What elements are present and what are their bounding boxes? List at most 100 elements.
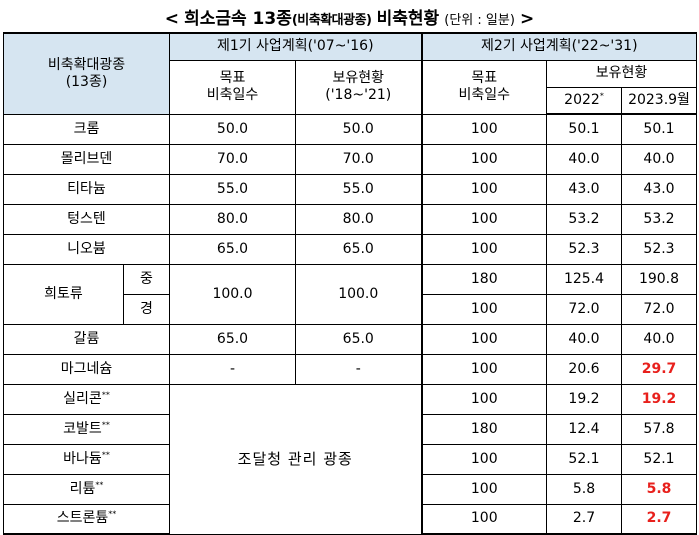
target2-value: 100 — [420, 203, 547, 235]
holding1-value: - — [295, 353, 422, 385]
target1-value: 80.0 — [169, 203, 296, 235]
mineral-name: 희토류 — [3, 263, 124, 325]
holding1-value: 100.0 — [295, 263, 422, 325]
y2022-value: 53.2 — [546, 203, 622, 235]
target2-value: 100 — [420, 473, 547, 505]
header-category: 비축확대광종 (13종) — [3, 32, 170, 115]
header-phase1: 제1기 사업계획('07~'16) — [169, 32, 422, 61]
header-holding1: 보유현황 ('18~'21) — [295, 59, 422, 115]
target2-value: 180 — [420, 413, 547, 445]
target2-value: 100 — [420, 323, 547, 355]
holding1-value: 70.0 — [295, 143, 422, 175]
y2023-value: 43.0 — [620, 173, 698, 205]
table-row: 니오븀 65.0 65.0 100 52.3 52.3 — [3, 233, 698, 265]
mineral-name: 크롬 — [3, 113, 170, 145]
stockpile-table: 비축확대광종 (13종) 제1기 사업계획('07~'16) 제2기 사업계획(… — [3, 32, 698, 535]
target1-value: 50.0 — [169, 113, 296, 145]
mineral-name: 실리콘** — [3, 383, 170, 415]
y2022-value: 52.1 — [546, 443, 622, 475]
table-row: 리튬** 100 5.8 5.8 — [3, 473, 698, 505]
table-row: 바나듐** 100 52.1 52.1 — [3, 443, 698, 475]
header-phase2: 제2기 사업계획('22~'31) — [420, 32, 698, 61]
y2023-value: 40.0 — [620, 143, 698, 175]
y2022-value: 50.1 — [546, 113, 622, 145]
holding1-value: 65.0 — [295, 233, 422, 265]
y2023-value: 52.3 — [620, 233, 698, 265]
mineral-name: 스트론튬** — [3, 503, 170, 535]
y2022-value: 19.2 — [546, 383, 622, 415]
holding1-value: 55.0 — [295, 173, 422, 205]
table-row: 몰리브덴 70.0 70.0 100 40.0 40.0 — [3, 143, 698, 175]
table-row: 스트론튬** 100 2.7 2.7 — [3, 503, 698, 535]
table-row: 희토류 중 100.0 100.0 180 125.4 190.8 — [3, 263, 698, 325]
target1-value: 100.0 — [169, 263, 296, 325]
y2023-value: 53.2 — [620, 203, 698, 235]
title-unit: (단위 : 일분) — [444, 13, 515, 28]
holding1-value: 80.0 — [295, 203, 422, 235]
header-target2: 목표 비축일수 — [420, 59, 547, 115]
target2-value: 180 — [420, 263, 547, 295]
mineral-name: 몰리브덴 — [3, 143, 170, 175]
target2-value: 100 — [420, 233, 547, 265]
target2-value: 100 — [420, 383, 547, 415]
target1-value: - — [169, 353, 296, 385]
target1-value: 65.0 — [169, 323, 296, 355]
mineral-name: 니오븀 — [3, 233, 170, 265]
target1-value: 65.0 — [169, 233, 296, 265]
y2022-value: 125.4 — [546, 263, 622, 295]
rare-earth-sub-label: 경 — [123, 293, 170, 325]
y2023-value: 50.1 — [620, 113, 698, 145]
mineral-name: 텅스텐 — [3, 203, 170, 235]
y2022-value: 20.6 — [546, 353, 622, 385]
procurement-note: 조달청 관리 광종 — [169, 383, 422, 535]
title-main: 희소금속 13종 — [184, 9, 292, 29]
holding1-value: 50.0 — [295, 113, 422, 145]
y2022-value: 5.8 — [546, 473, 622, 505]
y2022-value: 72.0 — [546, 293, 622, 325]
mineral-name: 바나듐** — [3, 443, 170, 475]
header-col-2022: 2022* — [546, 86, 622, 115]
table-row: 티타늄 55.0 55.0 100 43.0 43.0 — [3, 173, 698, 205]
header-col-2023: 2023.9월 — [620, 86, 698, 115]
mineral-name: 코발트** — [3, 413, 170, 445]
target2-value: 100 — [420, 353, 547, 385]
target2-value: 100 — [420, 143, 547, 175]
y2023-value: 29.7 — [620, 353, 698, 385]
header-holding2: 보유현황 — [545, 59, 698, 88]
y2023-value: 40.0 — [620, 323, 698, 355]
target2-value: 100 — [420, 443, 547, 475]
y2023-value: 19.2 — [620, 383, 698, 415]
table-row: 코발트** 180 12.4 57.8 — [3, 413, 698, 445]
y2022-value: 2.7 — [546, 503, 622, 535]
title-open-bracket: < — [164, 9, 179, 29]
title-sub: (비축확대광종) — [291, 13, 372, 28]
table-row: 크롬 50.0 50.0 100 50.1 50.1 — [3, 113, 698, 145]
y2022-value: 52.3 — [546, 233, 622, 265]
header-target1: 목표 비축일수 — [169, 59, 296, 115]
table-row: 경 100 72.0 72.0 — [4, 293, 698, 325]
table-row: 갈륨 65.0 65.0 100 40.0 40.0 — [3, 323, 698, 355]
y2022-value: 43.0 — [546, 173, 622, 205]
mineral-name: 갈륨 — [3, 323, 170, 355]
holding1-value: 65.0 — [295, 323, 422, 355]
title-main2: 비축현황 — [376, 9, 440, 29]
title-close-bracket: > — [520, 9, 535, 29]
y2023-value: 72.0 — [620, 293, 698, 325]
y2022-value: 40.0 — [546, 323, 622, 355]
mineral-name: 티타늄 — [3, 173, 170, 205]
target1-value: 70.0 — [169, 143, 296, 175]
target2-value: 100 — [420, 293, 547, 325]
table-row: 마그네슘 - - 100 20.6 29.7 — [3, 353, 698, 385]
y2023-value: 57.8 — [620, 413, 698, 445]
table-row: 실리콘** 조달청 관리 광종 100 19.2 19.2 — [3, 383, 698, 535]
y2022-value: 40.0 — [546, 143, 622, 175]
target2-value: 100 — [420, 113, 547, 145]
table-row: 텅스텐 80.0 80.0 100 53.2 53.2 — [3, 203, 698, 235]
mineral-name: 리튬** — [3, 473, 170, 505]
y2023-value: 52.1 — [620, 443, 698, 475]
target2-value: 100 — [420, 503, 547, 535]
mineral-name: 마그네슘 — [3, 353, 170, 385]
target1-value: 55.0 — [169, 173, 296, 205]
y2023-value: 190.8 — [620, 263, 698, 295]
y2023-value: 2.7 — [620, 503, 698, 535]
